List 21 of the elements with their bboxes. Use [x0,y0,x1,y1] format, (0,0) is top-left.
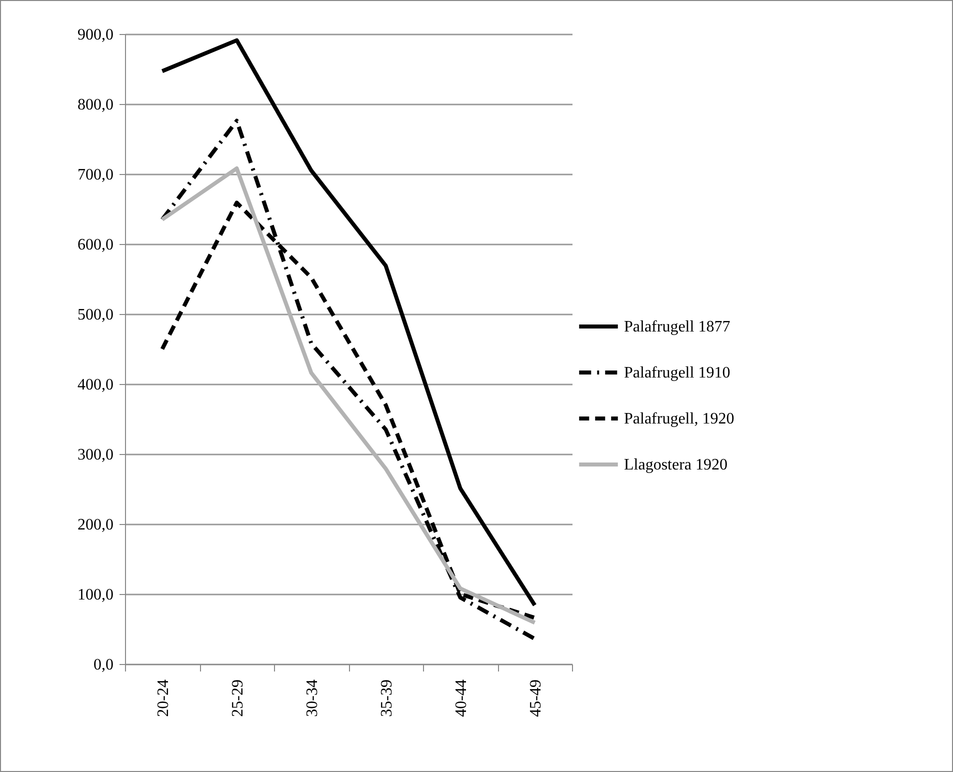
line-series [160,38,537,608]
y-tick-label: 0,0 [94,656,114,674]
y-tick-label: 200,0 [78,516,114,534]
y-tick-label: 600,0 [78,236,114,254]
legend-label: Palafrugell, 1920 [624,410,734,428]
legend-label: Palafrugell 1910 [624,364,730,382]
x-tick-label: 35-39 [378,680,396,717]
y-tick-label: 100,0 [78,586,114,604]
x-tick-label: 30-34 [304,680,321,717]
y-tick-label: 700,0 [78,166,114,184]
x-tick-label: 25-29 [229,680,246,717]
x-tick-label: 45-49 [527,680,544,717]
y-tick-label: 300,0 [78,446,114,464]
y-tick-label: 900,0 [78,26,114,44]
x-tick-label: 20-24 [154,680,172,717]
y-tick-label: 800,0 [78,96,114,114]
y-tick-label: 400,0 [78,376,114,394]
x-tick-label: 40-44 [452,680,470,717]
legend-label: Palafrugell 1877 [624,318,730,336]
y-tick-label: 500,0 [78,306,114,324]
legend-label: Llagostera 1920 [624,456,728,474]
